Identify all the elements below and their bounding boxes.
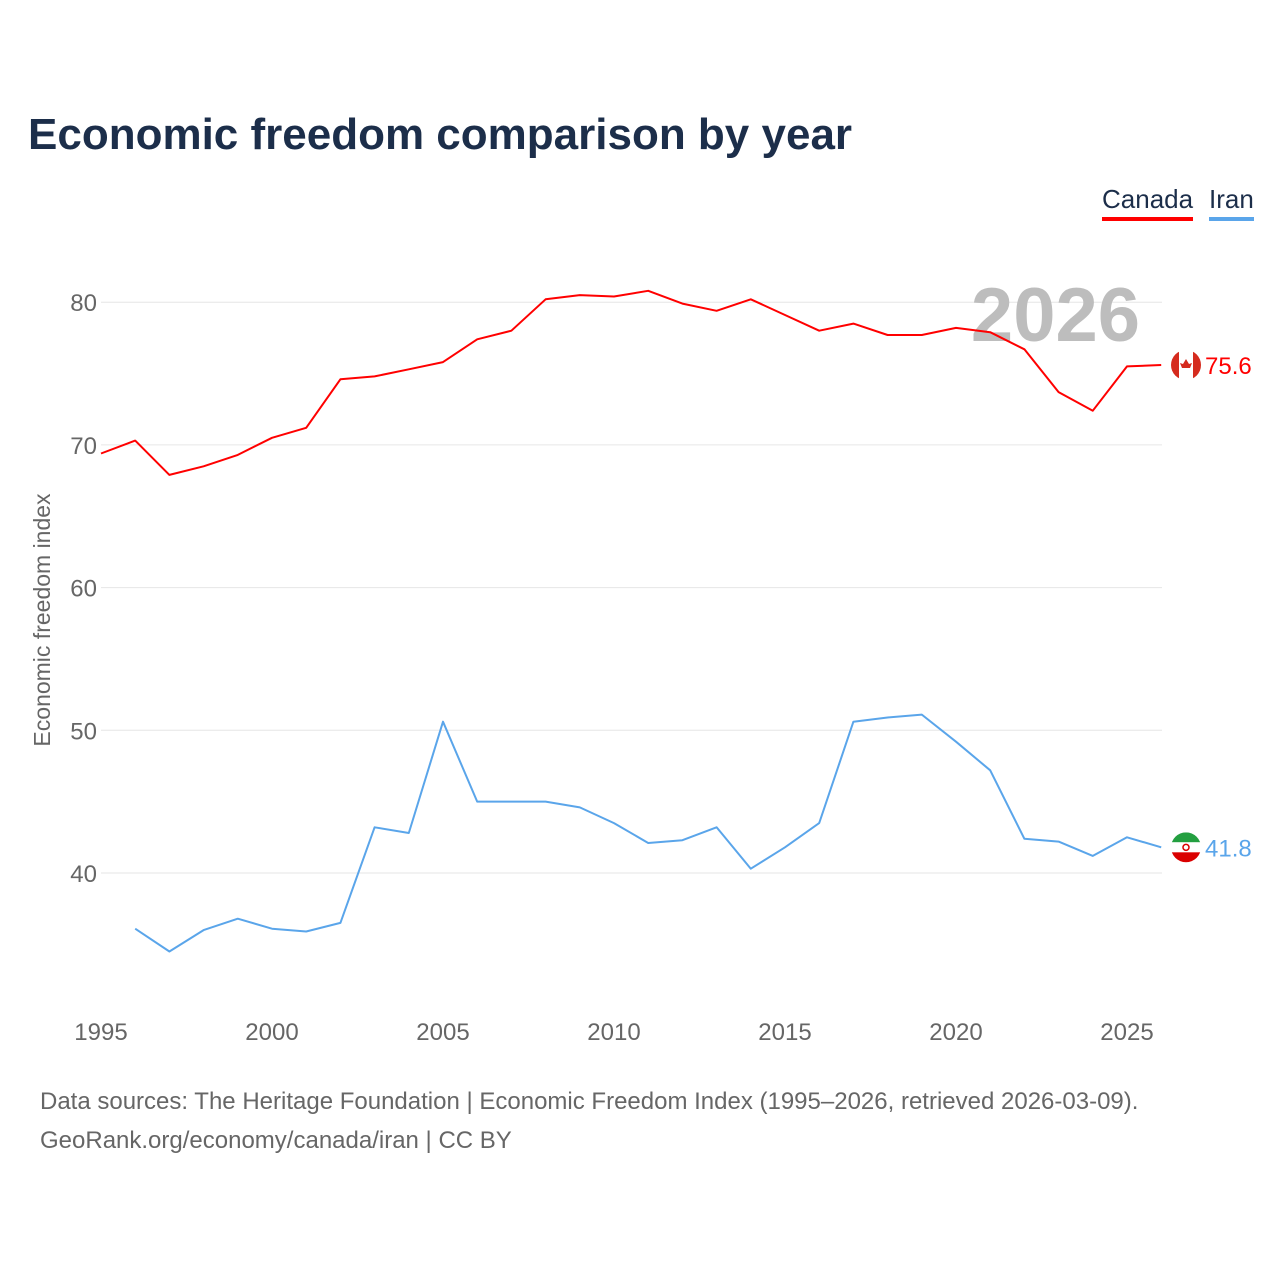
end-value-label-iran: 41.8 — [1205, 835, 1252, 862]
footer-attribution[interactable]: GeoRank.org/economy/canada/iran | CC BY — [40, 1127, 512, 1154]
x-tick-label: 2015 — [758, 1019, 811, 1046]
x-tick-label: 2025 — [1100, 1019, 1153, 1046]
series-line-canada — [100, 289, 1162, 476]
y-tick-label: 50 — [70, 718, 97, 745]
series-line-iran — [134, 713, 1162, 953]
legend-item-canada[interactable]: Canada — [1102, 184, 1194, 221]
x-tick-label: 2005 — [416, 1019, 469, 1046]
x-tick-label: 2020 — [929, 1019, 982, 1046]
year-watermark: 2026 — [971, 273, 1140, 358]
x-tick-label: 2000 — [245, 1019, 298, 1046]
chart-title: Economic freedom comparison by year — [28, 110, 853, 159]
iran-flag-icon — [1171, 832, 1201, 863]
footer-sources: Data sources: The Heritage Foundation | … — [40, 1088, 1139, 1115]
x-tick-label: 1995 — [74, 1019, 127, 1046]
y-tick-label: 80 — [70, 290, 97, 317]
end-value-label-canada: 75.6 — [1205, 353, 1252, 380]
canada-flag-icon — [1171, 349, 1201, 380]
y-tick-label: 60 — [70, 576, 97, 603]
x-tick-label: 2010 — [587, 1019, 640, 1046]
y-tick-label: 70 — [70, 433, 97, 460]
y-tick-label: 40 — [70, 861, 97, 888]
y-axis-label: Economic freedom index — [29, 493, 55, 747]
legend-item-iran[interactable]: Iran — [1209, 184, 1254, 221]
